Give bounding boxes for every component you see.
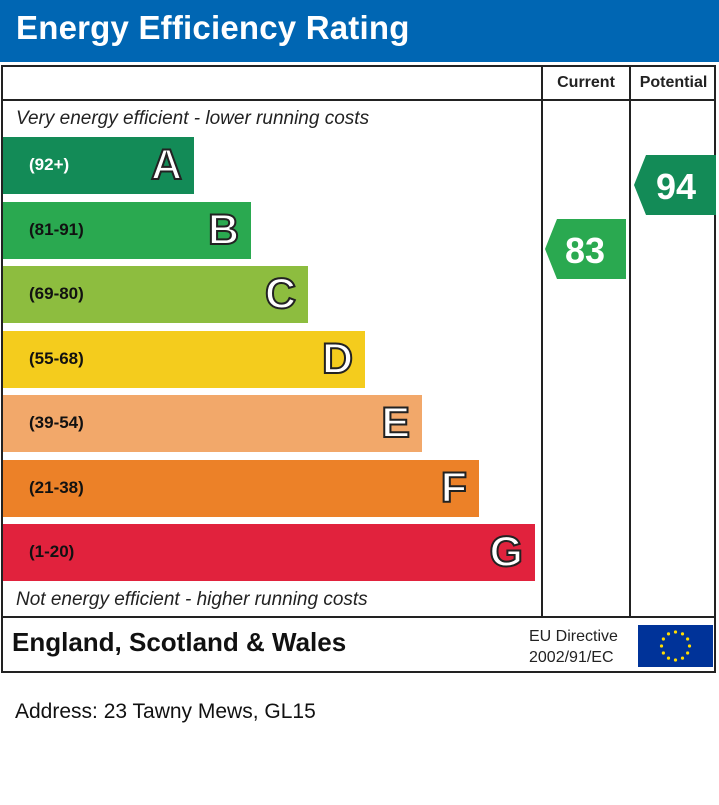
band-b: (81-91) B [3, 202, 251, 259]
current-rating-value: 83 [564, 230, 606, 271]
eu-directive-number: 2002/91/EC [529, 649, 614, 666]
band-c: (69-80) C [3, 266, 308, 323]
band-range-label: (55-68) [29, 349, 84, 368]
band-letter: G [489, 527, 524, 577]
current-rating-arrow [545, 219, 626, 279]
chart-title: Energy Efficiency Rating [16, 9, 410, 46]
header-bar: Energy Efficiency Rating [0, 0, 719, 62]
potential-column-header: Potential [639, 74, 708, 91]
band-e: (39-54) E [3, 395, 422, 452]
band-g: (1-20) G [3, 524, 535, 581]
potential-rating-value: 94 [655, 166, 697, 207]
band-range-label: (1-20) [29, 542, 75, 561]
band-letter: D [321, 334, 354, 384]
top-caption: Very energy efficient - lower running co… [16, 108, 370, 129]
band-letter: E [380, 398, 411, 448]
potential-rating-arrow [634, 155, 716, 215]
bottom-caption: Not energy efficient - higher running co… [16, 589, 368, 610]
band-letter: C [264, 269, 297, 319]
current-column-header: Current [557, 74, 615, 91]
eu-flag-icon [638, 625, 713, 667]
rating-frame [1, 65, 716, 673]
address-label: Address: 23 Tawny Mews, GL15 [15, 700, 316, 723]
band-range-label: (69-80) [29, 284, 84, 303]
current-column-divider [541, 65, 543, 617]
band-range-label: (92+) [29, 155, 70, 174]
band-letter: B [207, 205, 240, 255]
band-letter: F [440, 463, 468, 513]
band-range-label: (81-91) [29, 220, 84, 239]
band-range-label: (39-54) [29, 413, 84, 432]
band-letter: A [150, 140, 183, 190]
band-d: (55-68) D [3, 331, 365, 388]
band-f: (21-38) F [3, 460, 479, 517]
footer-row-divider [1, 616, 716, 618]
header-row-divider [1, 99, 716, 101]
band-a: (92+) A [3, 137, 194, 194]
band-range-label: (21-38) [29, 478, 84, 497]
region-label: England, Scotland & Wales [12, 627, 347, 657]
eu-directive-label: EU Directive [529, 628, 618, 645]
potential-column-divider [629, 65, 631, 617]
